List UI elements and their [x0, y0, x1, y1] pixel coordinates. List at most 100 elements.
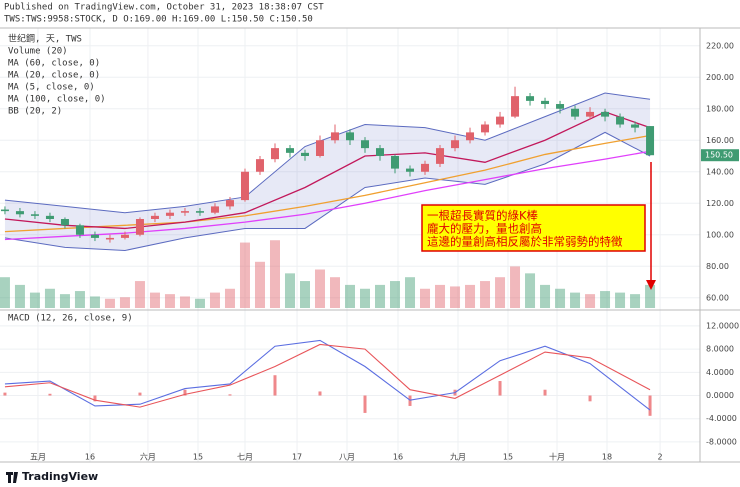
- legend-entry: MA (5, close, 0): [8, 83, 95, 93]
- macd-histogram: [228, 394, 232, 396]
- x-tick-label: 17: [292, 453, 302, 462]
- candle-body: [315, 140, 324, 156]
- macd-histogram: [138, 392, 142, 396]
- y-tick-label: 120.00: [706, 199, 734, 208]
- macd-histogram: [543, 389, 547, 396]
- volume-bar: [299, 281, 310, 308]
- candle-body: [270, 148, 279, 160]
- candle-body: [571, 108, 580, 117]
- annotation-line: 一根超長實質的綠K棒: [427, 209, 539, 223]
- x-tick-label: 五月: [30, 453, 46, 462]
- legend-entry: BB (20, 2): [8, 107, 62, 117]
- bb-lower: [4, 131, 651, 252]
- candle-body: [150, 215, 159, 219]
- annotation-box: [421, 204, 646, 252]
- ma-line: [4, 134, 651, 233]
- x-tick-label: 八月: [339, 453, 355, 462]
- candle-body: [541, 100, 550, 105]
- macd-histogram: [48, 393, 52, 396]
- y-tick-label: 60.00: [706, 293, 729, 302]
- volume-bar: [314, 269, 325, 308]
- plot: [0, 86, 656, 416]
- macd-histogram: [318, 391, 322, 396]
- volume-bar: [89, 296, 100, 308]
- y-tick-label: 100.00: [706, 230, 734, 239]
- macd-histogram: [648, 395, 652, 416]
- x-tick-label: 18: [602, 453, 612, 462]
- x-tick-label: 15: [503, 453, 513, 462]
- volume-bar: [59, 294, 70, 308]
- arrow-head: [646, 280, 656, 290]
- macd-histogram: [363, 395, 367, 413]
- candle-body: [120, 234, 129, 238]
- volume-bar: [134, 281, 145, 308]
- volume-bar: [149, 292, 160, 308]
- y-tick-label: -4.0000: [706, 414, 737, 423]
- macd-title: MACD (12, 26, close, 9): [8, 314, 133, 324]
- candle-body: [481, 124, 490, 133]
- annotation-line: 龐大的壓力，量也創高: [427, 222, 542, 236]
- candle-body: [75, 225, 84, 235]
- footer: [0, 467, 740, 487]
- candle-body: [496, 116, 505, 125]
- macd-histogram: [183, 389, 187, 396]
- volume-bar: [495, 277, 506, 308]
- candle-body: [361, 140, 370, 149]
- volume-bar: [585, 294, 596, 308]
- candle-body: [646, 126, 655, 156]
- volume-bar: [239, 242, 250, 308]
- candle-body: [30, 214, 39, 216]
- chart-title: 世纪鋼, 天, TWS: [8, 33, 82, 45]
- macd-histogram: [3, 392, 7, 396]
- volume-bar: [179, 296, 190, 308]
- volume-bar: [269, 240, 280, 308]
- volume-bar: [435, 284, 446, 308]
- y-tick-label: 12.0000: [706, 321, 739, 330]
- candle-body: [60, 219, 69, 226]
- volume-bar: [209, 292, 220, 308]
- y-tick-label: 160.00: [706, 136, 734, 145]
- candle-body: [90, 234, 99, 238]
- candle-body: [255, 159, 264, 172]
- y-tick-label: 0.0000: [706, 391, 734, 400]
- volume-bar: [645, 284, 656, 308]
- x-tick-label: 七月: [237, 453, 253, 462]
- grid: [0, 28, 700, 462]
- legend-entry: MA (20, close, 0): [8, 71, 100, 81]
- volume-bar: [465, 284, 476, 308]
- x-tick-label: 十月: [549, 452, 565, 462]
- candle-body: [240, 171, 249, 201]
- candle-body: [15, 211, 24, 215]
- candle-body: [631, 124, 640, 128]
- volume-bar: [14, 284, 25, 308]
- y-tick-label: 4.0000: [706, 368, 734, 377]
- logo: [6, 472, 18, 483]
- bb-fill: [4, 93, 651, 251]
- candle-body: [210, 206, 219, 213]
- volume-bar: [224, 288, 235, 308]
- candle-body: [616, 116, 625, 125]
- volume-bar: [510, 266, 521, 308]
- candle-body: [0, 209, 9, 212]
- candle-body: [180, 211, 189, 213]
- x-tick-label: 15: [193, 453, 203, 462]
- volume-bar: [0, 277, 10, 308]
- y-tick-label: 220.00: [706, 41, 734, 50]
- y-tick-label: 8.0000: [706, 345, 734, 354]
- volume-bar: [420, 288, 431, 308]
- volume-bar: [164, 294, 175, 308]
- candle-body: [300, 152, 309, 156]
- candle-body: [466, 132, 475, 141]
- volume-bar: [600, 291, 611, 308]
- x-tick-label: 16: [393, 453, 403, 462]
- volume-bar: [284, 273, 295, 308]
- y-tick-label: 200.00: [706, 73, 734, 82]
- symbol: TWS:TWS:9958:STOCK, D O:169.00 H:169.00 …: [4, 15, 313, 25]
- brand: TradingView: [22, 470, 98, 483]
- candle-body: [391, 156, 400, 169]
- volume-bar: [329, 277, 340, 308]
- macd-histogram: [273, 375, 277, 396]
- volume-bar: [74, 291, 85, 308]
- y-tick-label: 140.00: [706, 167, 734, 176]
